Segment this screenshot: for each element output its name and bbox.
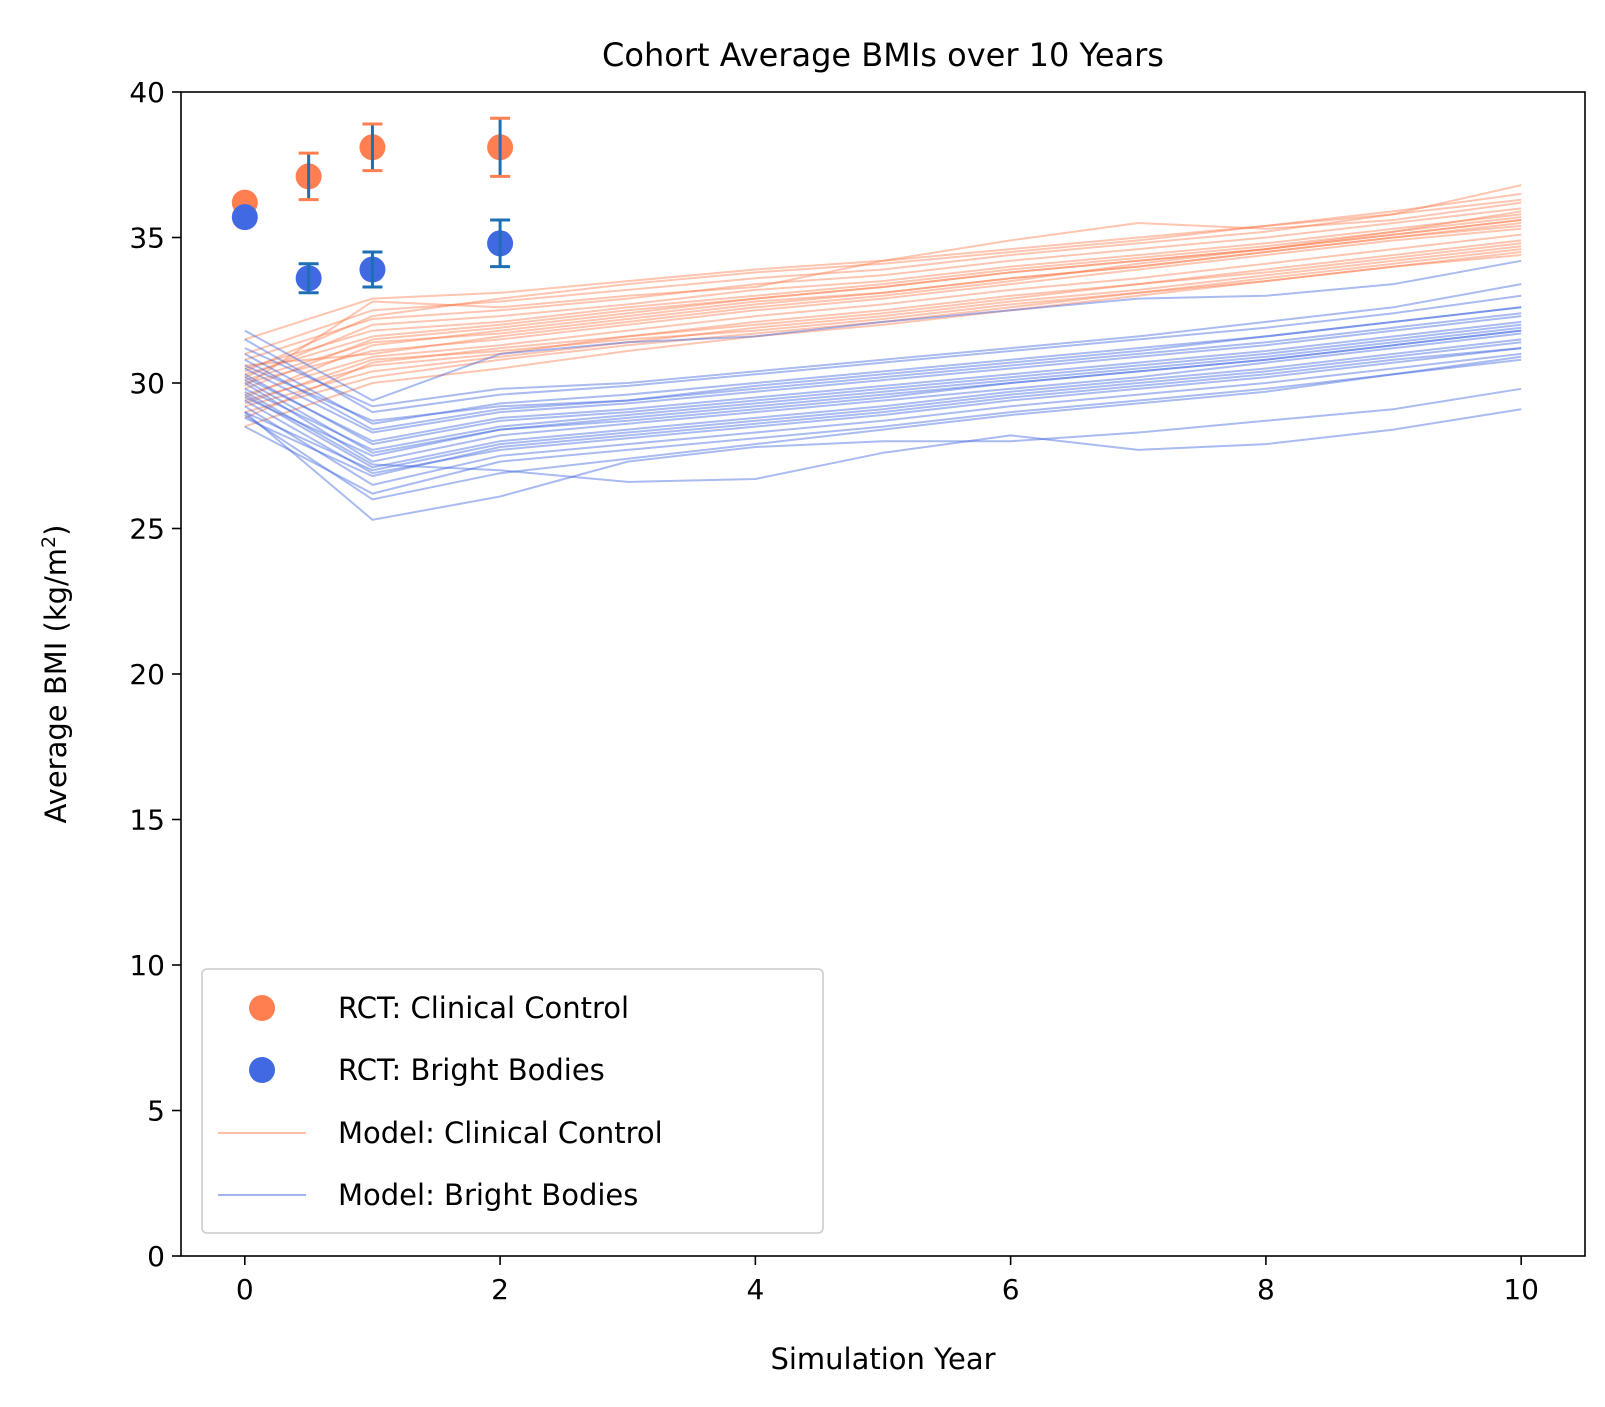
model-line-bright-bodies [244, 387, 1522, 521]
legend-label-model-clinical-control: Model: Clinical Control [338, 1116, 663, 1150]
model-line-clinical-control [244, 198, 1522, 355]
x-tick-label: 4 [746, 1273, 764, 1306]
model-line-bright-bodies [244, 326, 1522, 451]
model-line-bright-bodies [244, 259, 1522, 402]
model-line-bright-bodies [244, 338, 1522, 469]
model-line-bright-bodies [244, 347, 1522, 475]
y-tick-label: 10 [129, 949, 165, 982]
model-line-clinical-control [244, 224, 1522, 382]
model-line-bright-bodies [244, 390, 1522, 483]
model-line-bright-bodies [244, 320, 1522, 443]
y-tick-label: 35 [129, 222, 165, 255]
y-tick-label: 15 [129, 804, 165, 837]
model-line-clinical-control [244, 233, 1522, 396]
model-line-bright-bodies [244, 332, 1522, 463]
x-tick-label: 8 [1257, 1273, 1275, 1306]
model-line-clinical-control [244, 227, 1522, 384]
y-axis-label-end: ) [39, 525, 73, 536]
model-line-bright-bodies [244, 358, 1522, 495]
model-line-bright-bodies [244, 355, 1522, 501]
y-tick-label: 0 [147, 1240, 165, 1273]
model-line-clinical-control [244, 254, 1522, 428]
model-line-clinical-control [244, 239, 1522, 419]
y-axis-label-superscript: 2 [38, 536, 60, 548]
rct-points-layer [231, 116, 514, 295]
model-line-clinical-control [244, 213, 1522, 379]
model-line-bright-bodies [244, 347, 1522, 478]
model-line-bright-bodies [244, 329, 1522, 457]
legend-label-rct-clinical-control: RCT: Clinical Control [338, 991, 629, 1025]
legend: RCT: Clinical Control RCT: Bright Bodies… [201, 968, 824, 1234]
y-tick-label: 30 [129, 367, 165, 400]
model-lines-layer [244, 184, 1522, 521]
model-line-bright-bodies [244, 329, 1522, 454]
model-line-bright-bodies [244, 294, 1522, 414]
chart-title: Cohort Average BMIs over 10 Years [602, 36, 1164, 74]
model-line-bright-bodies [244, 306, 1522, 425]
y-tick-label: 5 [147, 1095, 165, 1128]
y-tick-label: 40 [129, 76, 165, 109]
model-line-bright-bodies [244, 306, 1522, 422]
y-axis-label: Average BMI (kg/m2) [38, 525, 73, 824]
x-axis-label: Simulation Year [770, 1342, 995, 1376]
model-line-clinical-control [244, 207, 1522, 361]
model-line-bright-bodies [244, 315, 1522, 434]
model-line-clinical-control [244, 201, 1522, 387]
model-line-clinical-control [244, 219, 1522, 376]
legend-label-model-bright-bodies: Model: Bright Bodies [338, 1178, 638, 1212]
legend-label-rct-bright-bodies: RCT: Bright Bodies [338, 1053, 605, 1087]
model-line-clinical-control [244, 192, 1522, 341]
model-line-clinical-control [244, 219, 1522, 390]
rct-point-bright-bodies [231, 204, 258, 231]
x-axis: 0 2 4 6 8 10 [236, 1256, 1539, 1306]
y-tick-label: 25 [129, 513, 165, 546]
model-line-clinical-control [244, 216, 1522, 370]
model-line-clinical-control [244, 251, 1522, 405]
legend-marker-bright-bodies [249, 1057, 275, 1083]
y-tick-label: 20 [129, 658, 165, 691]
model-line-bright-bodies [244, 283, 1522, 408]
model-line-bright-bodies [244, 323, 1522, 446]
model-line-clinical-control [244, 222, 1522, 399]
model-line-clinical-control [244, 242, 1522, 402]
model-line-clinical-control [244, 184, 1522, 373]
legend-marker-clinical-control [249, 995, 275, 1021]
model-line-bright-bodies [244, 312, 1522, 431]
x-tick-label: 10 [1503, 1273, 1539, 1306]
model-line-clinical-control [244, 245, 1522, 408]
model-line-clinical-control [244, 248, 1522, 414]
x-tick-label: 0 [236, 1273, 254, 1306]
y-axis-label-main: Average BMI (kg/m [39, 548, 73, 824]
x-tick-label: 6 [1002, 1273, 1020, 1306]
model-line-clinical-control [244, 210, 1522, 367]
model-line-bright-bodies [244, 352, 1522, 486]
y-axis: 0 5 10 15 20 25 30 35 40 [129, 76, 181, 1273]
model-line-bright-bodies [244, 341, 1522, 472]
x-tick-label: 2 [491, 1273, 509, 1306]
legend-box [201, 968, 824, 1234]
